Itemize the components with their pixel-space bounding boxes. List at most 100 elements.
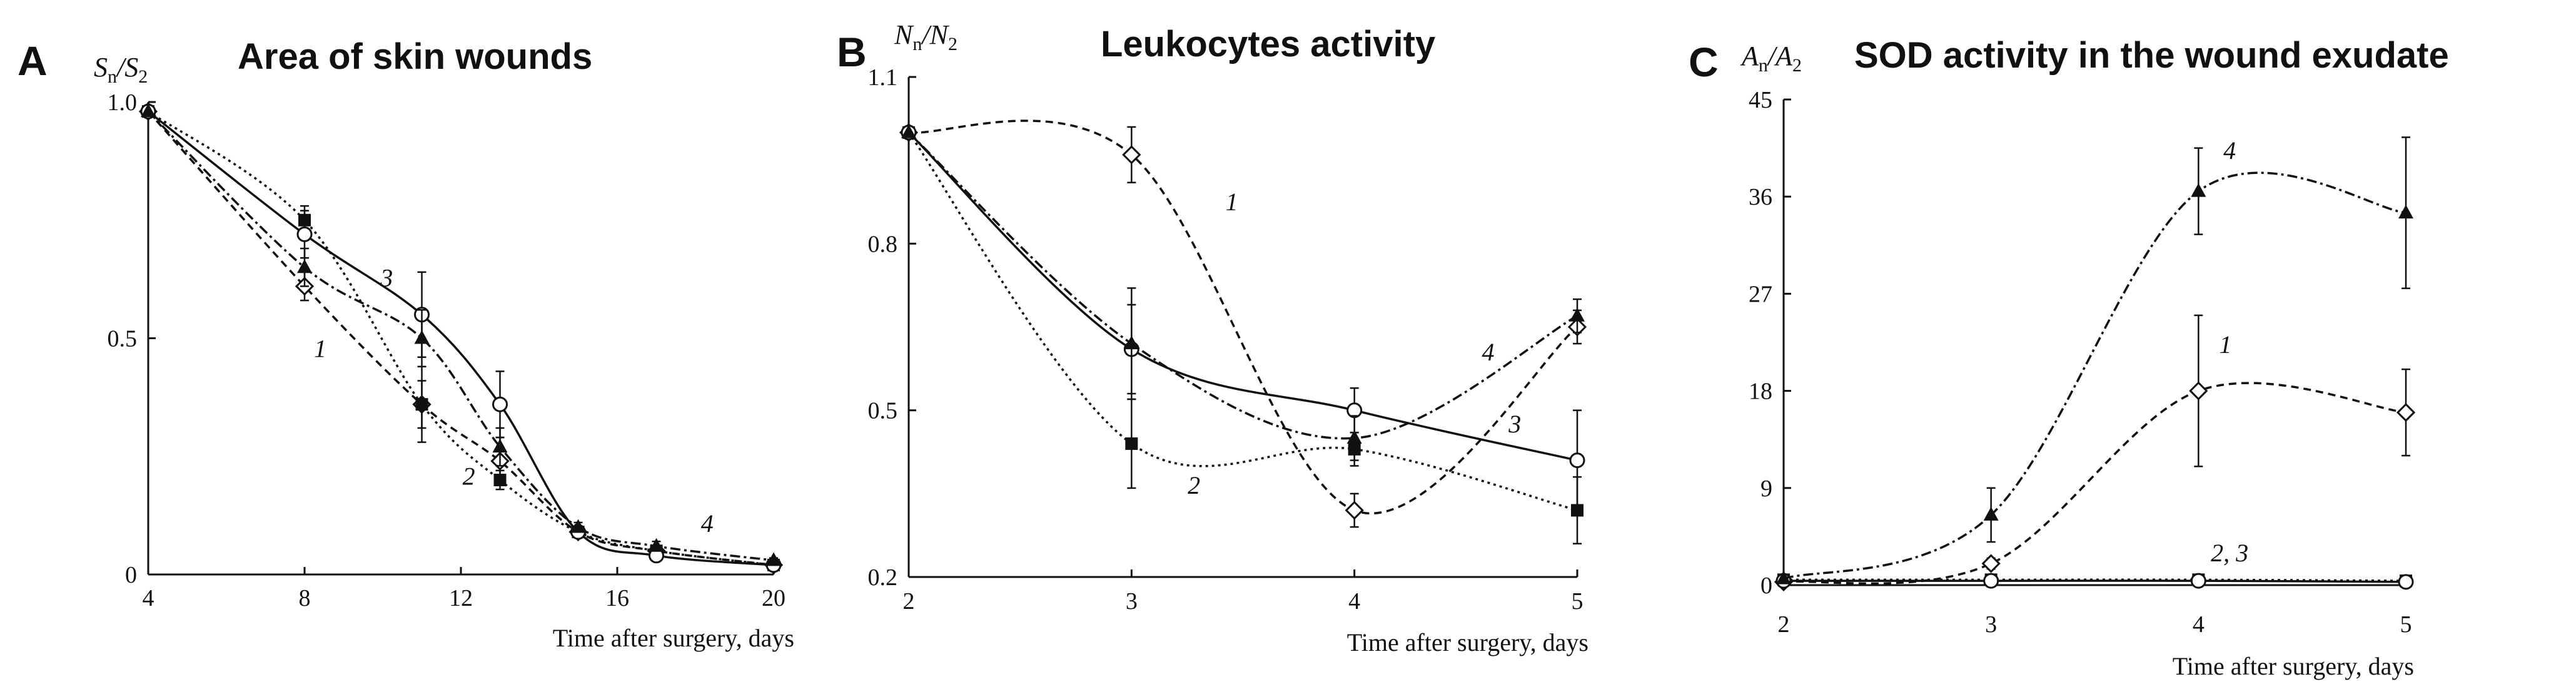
series-4 <box>141 103 781 566</box>
x-tick-label: 3 <box>1985 611 1997 638</box>
y-tick-label: 0.5 <box>108 326 138 352</box>
square-marker <box>415 398 428 411</box>
x-axis-label: Time after surgery, days <box>553 624 794 652</box>
series-line <box>147 110 774 562</box>
diamond-marker <box>1345 501 1364 520</box>
series-2 <box>902 126 1583 544</box>
triangle-marker <box>649 538 664 552</box>
series-2 <box>142 105 780 571</box>
curve-label: 4 <box>701 509 714 538</box>
y-tick-label: 9 <box>1760 476 1772 502</box>
curve-label: 4 <box>1482 338 1494 366</box>
triangle-marker <box>2191 183 2206 197</box>
y-axis-label: Nn/N2 <box>894 19 957 54</box>
circle-marker <box>2398 574 2414 590</box>
square-marker <box>1125 437 1138 450</box>
x-tick-label: 3 <box>1126 588 1138 615</box>
curve-label: 1 <box>2219 330 2231 359</box>
curve-label: 4 <box>2223 136 2236 165</box>
y-tick-label: 27 <box>1749 281 1772 307</box>
circle-marker <box>1569 452 1585 469</box>
series-line <box>907 131 1578 512</box>
series-1 <box>1774 314 2416 591</box>
circle-marker <box>2190 573 2206 589</box>
series-3 <box>901 125 1585 511</box>
panel-c: C SOD activity in the wound exudate An/A… <box>1689 35 2449 680</box>
x-axis-label: Time after surgery, days <box>1347 628 1589 656</box>
curve-label: 2 <box>463 462 475 491</box>
y-axis-label: An/A2 <box>1740 41 1802 76</box>
triangle-marker <box>1346 430 1362 444</box>
diamond-marker <box>1122 145 1141 165</box>
triangle-marker <box>414 330 430 344</box>
series-1 <box>138 101 784 575</box>
series-line <box>1783 171 2407 580</box>
y-tick-label: 0.5 <box>868 398 898 424</box>
x-tick-label: 4 <box>1348 588 1360 615</box>
x-tick-label: 4 <box>143 585 154 611</box>
panel-letter: C <box>1689 39 1719 85</box>
triangle-marker <box>141 103 156 118</box>
curve-label: 3 <box>1508 410 1521 438</box>
curve-label: 1 <box>314 335 326 363</box>
y-tick-label: 0 <box>125 562 137 588</box>
diamond-marker <box>2189 381 2208 401</box>
y-tick-label: 18 <box>1749 379 1772 405</box>
y-tick-label: 45 <box>1749 87 1772 113</box>
y-tick-label: 36 <box>1749 184 1772 210</box>
series-line <box>907 131 1578 462</box>
circle-marker <box>492 396 508 412</box>
series-1 <box>899 120 1587 528</box>
x-tick-label: 5 <box>1572 588 1583 615</box>
panel-a: A Area of skin wounds Sn/S2 Time after s… <box>18 36 794 652</box>
triangle-marker <box>1983 506 1999 521</box>
triangle-marker <box>2398 205 2413 219</box>
series-line <box>147 110 774 566</box>
curve-label: 1 <box>1226 188 1238 216</box>
y-tick-label: 0.2 <box>868 564 898 591</box>
x-tick-label: 4 <box>2193 611 2205 638</box>
x-tick-label: 2 <box>1778 611 1790 638</box>
panel-letter: A <box>18 38 48 84</box>
series-3 <box>1775 573 2414 590</box>
diamond-marker <box>2396 402 2416 422</box>
x-tick-label: 20 <box>762 585 785 611</box>
circle-marker <box>296 226 313 242</box>
x-tick-label: 12 <box>449 585 473 611</box>
chart-title: Area of skin wounds <box>238 36 592 77</box>
curve-label: 2, 3 <box>2211 539 2248 567</box>
triangle-marker <box>1124 335 1139 350</box>
series-4 <box>901 124 1585 461</box>
series-3 <box>140 103 782 573</box>
circle-marker <box>1983 573 1999 589</box>
y-tick-label: 0.8 <box>868 231 898 257</box>
triangle-marker <box>901 124 916 138</box>
series-line <box>1783 579 2407 583</box>
panel-letter: B <box>837 29 867 75</box>
x-tick-label: 8 <box>299 585 311 611</box>
triangle-marker <box>570 519 586 533</box>
chart-title: SOD activity in the wound exudate <box>1854 35 2449 76</box>
series-line <box>147 110 774 566</box>
series-line <box>1783 382 2407 585</box>
series-line <box>907 131 1578 440</box>
series-line <box>148 110 774 566</box>
triangle-marker <box>766 552 781 566</box>
series-4 <box>1776 136 2413 584</box>
y-tick-label: 1.1 <box>868 64 898 91</box>
series-line <box>908 120 1578 515</box>
x-tick-label: 2 <box>903 588 915 615</box>
x-axis-label: Time after surgery, days <box>2173 652 2414 680</box>
y-tick-label: 1.0 <box>108 89 138 116</box>
x-tick-label: 5 <box>2400 611 2412 638</box>
triangle-marker <box>492 439 508 453</box>
triangle-marker <box>297 259 312 273</box>
y-axis-label: Sn/S2 <box>94 52 148 87</box>
y-tick-label: 0 <box>1760 573 1772 599</box>
curve-label: 3 <box>380 263 393 292</box>
x-tick-label: 16 <box>605 585 629 611</box>
panel-b: B Leukocytes activity Nn/N2 Time after s… <box>837 19 1589 656</box>
curve-label: 2 <box>1188 471 1200 499</box>
chart-title: Leukocytes activity <box>1101 24 1435 64</box>
